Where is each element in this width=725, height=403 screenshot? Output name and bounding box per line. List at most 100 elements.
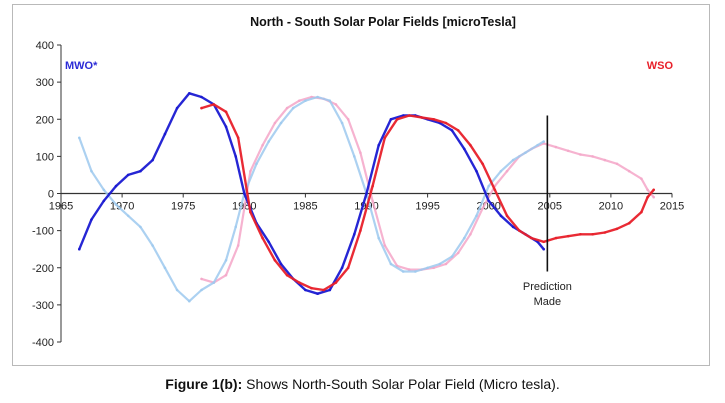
data-point (463, 236, 466, 240)
y-tick-label: -300 (32, 300, 54, 312)
data-point (475, 169, 478, 173)
y-tick-label: 100 (36, 151, 54, 163)
data-point (481, 207, 484, 210)
data-point (646, 195, 649, 199)
data-point (340, 121, 344, 125)
y-tick-label: 200 (36, 114, 54, 126)
x-tick-label: 2015 (660, 201, 684, 213)
data-point (365, 192, 368, 195)
data-point (151, 158, 154, 162)
data-point (554, 236, 558, 240)
data-point (102, 188, 106, 192)
data-point (383, 136, 387, 140)
data-point (481, 162, 484, 166)
data-point (163, 132, 167, 136)
data-point (346, 266, 350, 270)
data-point (188, 299, 191, 303)
legend-mwo: MWO* (65, 60, 98, 72)
x-tick-label: 1975 (171, 201, 195, 213)
data-point (652, 195, 655, 199)
data-point (408, 114, 411, 117)
data-point (353, 155, 356, 158)
data-point (224, 259, 228, 262)
data-point (114, 203, 118, 206)
data-point (542, 140, 545, 143)
data-point (304, 99, 307, 102)
data-point (518, 229, 521, 232)
data-point (316, 292, 319, 296)
y-tick-label: -400 (32, 337, 54, 349)
figure-caption: Figure 1(b): Shows North-South Solar Pol… (0, 376, 725, 392)
data-point (615, 162, 619, 166)
data-point (212, 281, 216, 284)
data-point (200, 288, 203, 292)
data-point (114, 184, 118, 188)
data-point (279, 121, 283, 125)
chart-title: North - South Solar Polar Fields [microT… (250, 15, 516, 29)
data-point (371, 184, 374, 188)
data-point (389, 262, 393, 266)
data-point (603, 158, 607, 162)
y-tick-label: -100 (32, 226, 54, 238)
x-tick-label: 1965 (49, 201, 73, 213)
data-point (298, 99, 301, 102)
caption-text: Shows North-South Solar Polar Field (Mic… (246, 376, 560, 392)
data-point (450, 129, 454, 132)
data-point (340, 266, 344, 270)
data-point (175, 288, 179, 292)
data-point (542, 240, 545, 244)
data-point (291, 106, 295, 110)
data-point (432, 118, 436, 121)
data-point (249, 210, 252, 214)
data-point (420, 116, 423, 119)
data-point (511, 158, 515, 162)
data-point (139, 225, 142, 229)
data-point (444, 121, 448, 125)
data-point (530, 236, 533, 240)
data-point (408, 268, 411, 271)
data-point (316, 95, 319, 99)
data-point (493, 188, 497, 192)
data-point (499, 169, 503, 173)
data-point (273, 259, 277, 262)
data-point (200, 106, 203, 110)
data-point (646, 188, 649, 192)
data-point (591, 155, 594, 158)
data-point (371, 199, 374, 203)
data-point (322, 288, 326, 292)
data-point (487, 184, 491, 188)
data-point (450, 255, 454, 258)
data-point (353, 233, 356, 236)
data-point (615, 227, 619, 231)
data-point (414, 270, 417, 273)
data-point (536, 143, 539, 147)
data-point (359, 151, 362, 154)
data-point (334, 103, 338, 106)
data-point (438, 262, 442, 266)
series-line-mwo (78, 92, 545, 295)
data-point (566, 234, 570, 238)
data-point (542, 247, 545, 251)
x-tick-label: 1985 (293, 201, 317, 213)
data-point (359, 229, 362, 232)
data-point (200, 277, 203, 281)
data-point (90, 169, 93, 173)
data-point (346, 118, 350, 121)
data-point (469, 143, 472, 147)
data-point (579, 153, 582, 156)
data-point (212, 103, 216, 106)
data-point (328, 288, 332, 292)
data-point (310, 286, 313, 290)
series-line-mwo-south (78, 95, 545, 303)
data-point (234, 155, 237, 158)
y-tick-label: 300 (36, 77, 54, 89)
y-tick-label: 400 (36, 40, 54, 52)
data-point (334, 281, 338, 284)
data-point (188, 92, 191, 95)
data-point (591, 233, 594, 236)
data-point (444, 262, 448, 266)
data-point (279, 262, 283, 266)
chart: North - South Solar Polar Fields [microT… (32, 15, 684, 349)
data-point (236, 136, 240, 140)
data-point (579, 233, 582, 236)
